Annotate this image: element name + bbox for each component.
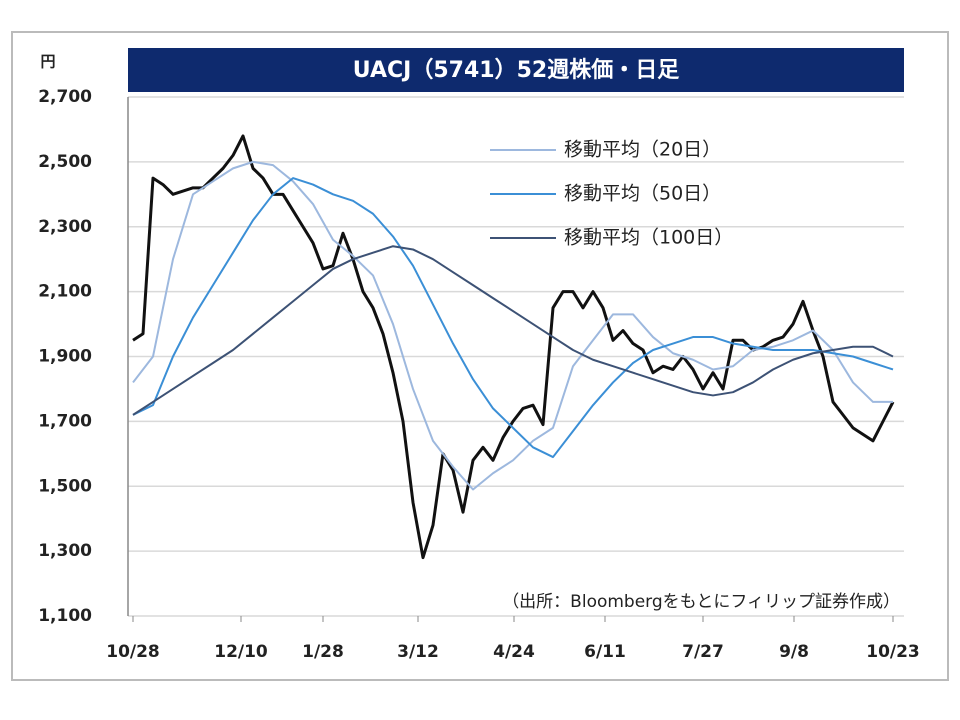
y-unit: 円: [40, 53, 55, 71]
y-tick-label: 1,100: [38, 606, 92, 626]
title-bar: [128, 48, 904, 92]
ma-line: [132, 160, 893, 491]
ma-line: [132, 177, 894, 459]
legend-label: 移動平均（50日）: [564, 183, 721, 205]
x-tick-label: 12/10: [214, 642, 268, 662]
y-tick-label: 1,900: [38, 347, 92, 367]
y-tick-label: 1,700: [38, 411, 92, 431]
y-tick-label: 2,100: [38, 282, 92, 302]
legend-label: 移動平均（20日）: [564, 139, 721, 161]
y-tick-label: 2,700: [38, 87, 92, 107]
x-tick-label: 4/24: [493, 642, 535, 662]
ma-line: [132, 245, 894, 416]
legend-label: 移動平均（100日）: [564, 227, 733, 249]
y-tick-label: 1,500: [38, 476, 92, 496]
annotation: （出所：Bloombergをもとにフィリップ証券作成）: [502, 592, 900, 612]
x-tick-label: 7/27: [682, 642, 724, 662]
y-tick-label: 2,300: [38, 217, 92, 237]
x-tick-label: 6/11: [584, 642, 626, 662]
x-tick-label: 3/12: [397, 642, 439, 662]
y-tick-label: 1,300: [38, 541, 92, 561]
x-tick-label: 9/8: [779, 642, 809, 662]
chart-title: UACJ（5741）52週株価・日足: [353, 58, 679, 83]
y-tick-label: 2,500: [38, 152, 92, 172]
price-line: [132, 134, 895, 560]
x-tick-label: 1/28: [302, 642, 344, 662]
x-tick-label: 10/28: [106, 642, 160, 662]
x-tick-label: 10/23: [866, 642, 920, 662]
